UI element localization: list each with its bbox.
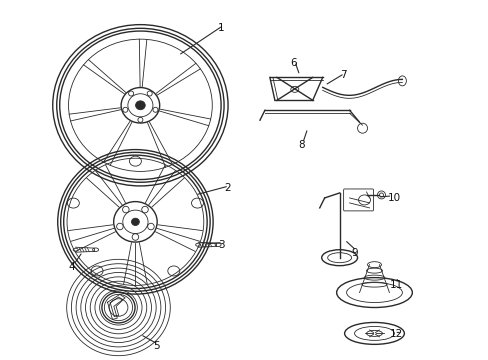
Text: 9: 9	[351, 248, 358, 258]
Text: 4: 4	[68, 262, 75, 272]
Ellipse shape	[135, 101, 145, 110]
Text: 8: 8	[297, 140, 304, 150]
Text: 3: 3	[218, 240, 224, 250]
Text: 6: 6	[289, 58, 296, 68]
Text: 7: 7	[339, 71, 346, 80]
Text: 10: 10	[386, 193, 400, 203]
Text: 2: 2	[224, 183, 230, 193]
Text: 12: 12	[388, 329, 402, 339]
Text: 5: 5	[153, 341, 160, 351]
Text: 1: 1	[218, 23, 224, 33]
Text: 11: 11	[388, 280, 402, 289]
Ellipse shape	[131, 218, 139, 225]
